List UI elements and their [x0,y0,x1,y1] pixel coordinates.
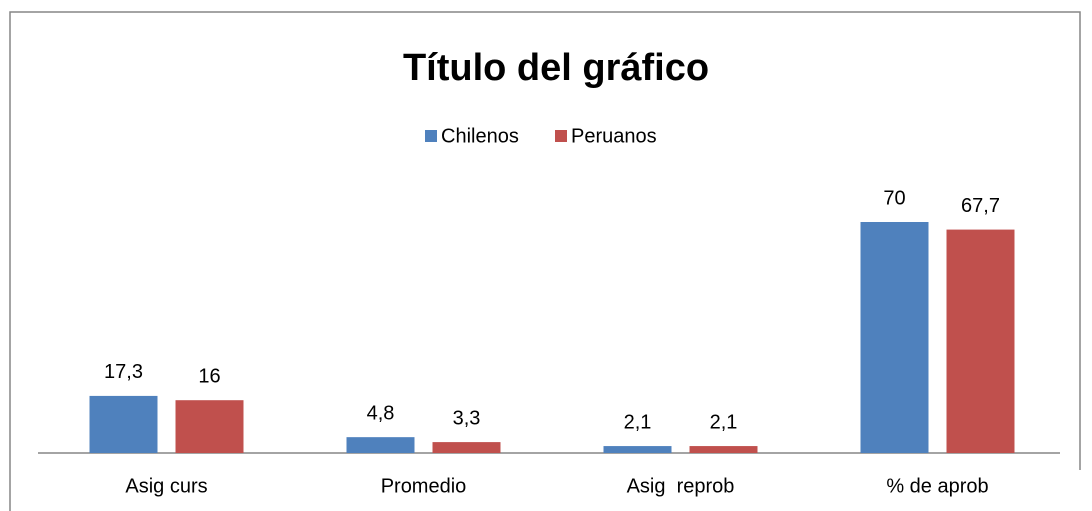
bar [346,437,415,453]
bar [946,229,1015,453]
x-tick-label: % de aprob [886,475,988,497]
data-label: 17,3 [104,361,143,383]
x-tick-label: Promedio [381,475,467,497]
bar [432,442,501,453]
legend-swatch [555,130,567,142]
data-label: 3,3 [453,407,481,429]
legend-label: Chilenos [441,125,519,147]
bar [175,400,244,453]
data-label: 16 [198,365,220,387]
legend-swatch [425,130,437,142]
x-tick-label: Asig reprob [627,475,735,497]
legend-label: Peruanos [571,125,657,147]
chart-border [9,11,1081,511]
bar [689,446,758,453]
data-label: 67,7 [961,195,1000,217]
bar [860,222,929,453]
chart-title: Título del gráfico [403,47,709,89]
x-tick-label: Asig curs [125,475,207,497]
data-label: 4,8 [367,402,395,424]
bar [89,395,158,453]
data-label: 2,1 [624,411,652,433]
data-label: 2,1 [710,411,738,433]
bar [603,446,672,453]
data-label: 70 [883,187,905,209]
